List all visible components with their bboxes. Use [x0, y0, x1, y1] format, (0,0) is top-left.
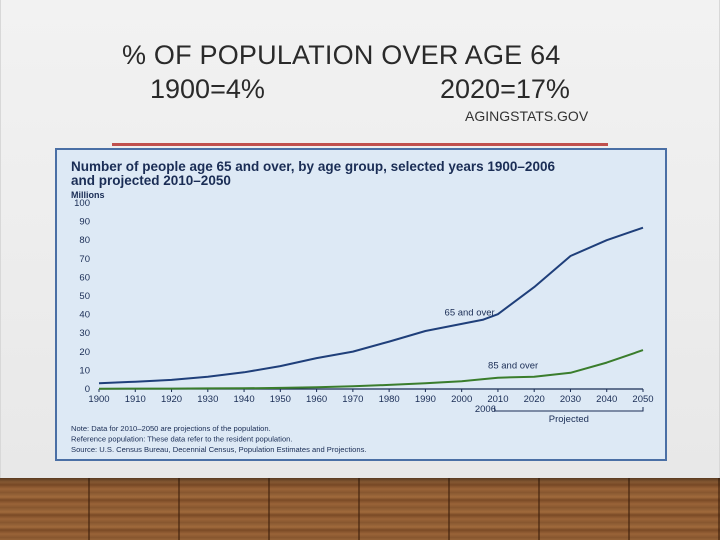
x-tick-2010: 2010 — [487, 394, 508, 405]
chart-notes: Note: Data for 2010–2050 are projections… — [71, 424, 366, 454]
x-tick-1970: 1970 — [342, 394, 363, 405]
x-tick-1910: 1910 — [125, 394, 146, 405]
series-lines — [98, 226, 644, 390]
chart-title-line1: Number of people age 65 and over, by age… — [71, 159, 555, 174]
note-3: Source: U.S. Census Bureau, Decennial Ce… — [71, 445, 366, 454]
annotations: 65 and over 85 and over — [445, 307, 539, 371]
projected-label: Projected — [549, 414, 589, 425]
y-tick-60: 60 — [79, 272, 90, 283]
stat-1900: 1900=4% — [150, 74, 265, 104]
line-chart: Number of people age 65 and over, by age… — [71, 159, 654, 454]
chart-title-line2: and projected 2010–2050 — [71, 173, 231, 188]
y-tick-70: 70 — [79, 254, 90, 265]
accent-rule — [112, 143, 608, 146]
floor-shadow — [0, 478, 720, 486]
source-label: AGINGSTATS.GOV — [465, 108, 589, 124]
y-tick-90: 90 — [79, 217, 90, 228]
y-tick-20: 20 — [79, 347, 90, 358]
x-tick-labels: 1900 1910 1920 1930 1940 1950 1960 1970 1980 1990… — [88, 388, 654, 425]
y-tick-0: 0 — [85, 384, 90, 395]
y-axis-label: Millions — [71, 190, 105, 200]
x-tick-extra-2006: 2006 — [475, 404, 496, 415]
y-tick-40: 40 — [79, 310, 90, 321]
x-tick-1990: 1990 — [415, 394, 436, 405]
x-tick-2050: 2050 — [632, 394, 653, 405]
x-tick-1950: 1950 — [270, 394, 291, 405]
slide-title: % OF POPULATION OVER AGE 64 — [122, 40, 561, 70]
y-tick-labels: 0 10 20 30 40 50 60 70 80 90 100 — [74, 198, 90, 395]
x-tick-1960: 1960 — [306, 394, 327, 405]
x-tick-2000: 2000 — [451, 394, 472, 405]
stat-2020: 2020=17% — [440, 74, 570, 104]
series-line-65-and-over — [98, 226, 644, 385]
y-tick-30: 30 — [79, 328, 90, 339]
x-tick-1980: 1980 — [379, 394, 400, 405]
note-2: Reference population: These data refer t… — [71, 435, 293, 444]
y-tick-80: 80 — [79, 235, 90, 246]
projected-bracket — [494, 407, 644, 412]
x-tick-2030: 2030 — [560, 394, 581, 405]
chart-frame: Number of people age 65 and over, by age… — [55, 148, 667, 461]
y-tick-50: 50 — [79, 291, 90, 302]
x-tick-2020: 2020 — [524, 394, 545, 405]
x-tick-1920: 1920 — [161, 394, 182, 405]
x-tick-2040: 2040 — [596, 394, 617, 405]
x-tick-1940: 1940 — [233, 394, 254, 405]
y-tick-100: 100 — [74, 198, 90, 209]
wood-floor — [0, 478, 720, 540]
label-65-and-over: 65 and over — [445, 307, 495, 318]
x-tick-1900: 1900 — [88, 394, 109, 405]
label-85-and-over: 85 and over — [488, 360, 538, 371]
x-tick-1930: 1930 — [197, 394, 218, 405]
note-1: Note: Data for 2010–2050 are projections… — [71, 424, 271, 433]
y-tick-10: 10 — [79, 365, 90, 376]
series-line-85-and-over — [98, 349, 644, 390]
